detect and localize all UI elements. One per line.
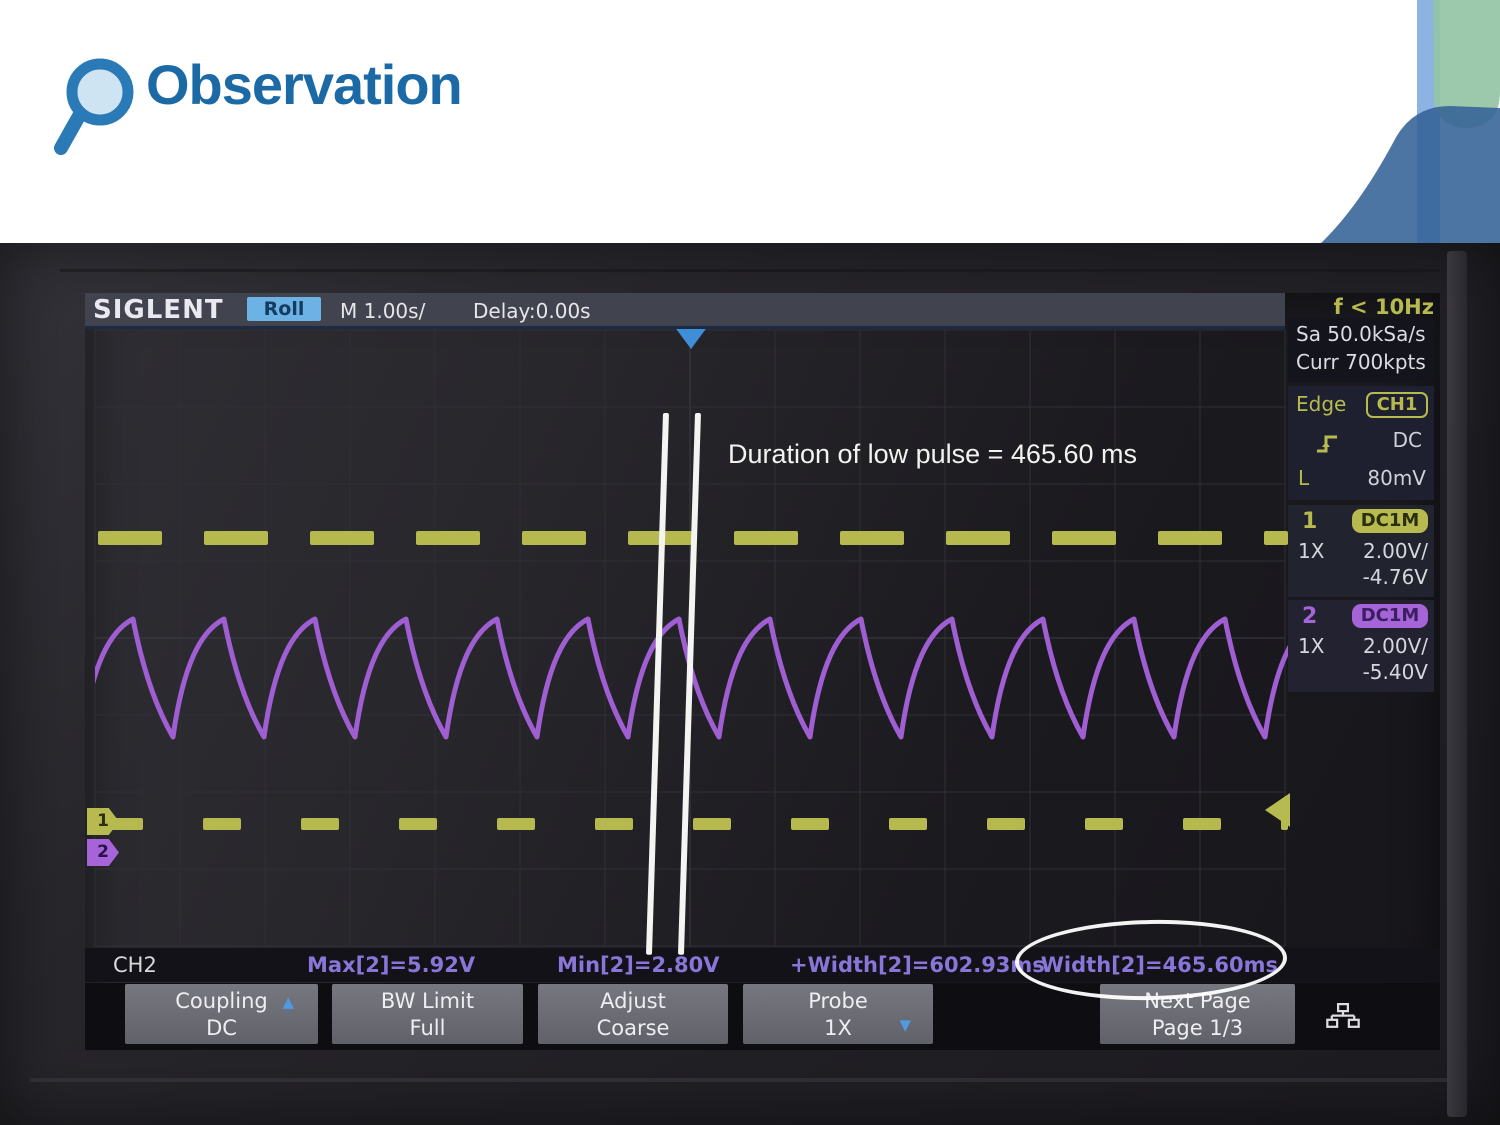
delay-value[interactable]: Delay:0.00s <box>473 299 591 323</box>
adjust-button[interactable]: Adjust Coarse <box>538 984 728 1044</box>
trigger-type: Edge <box>1296 392 1347 416</box>
corner-decoration <box>1320 0 1500 244</box>
coupling-value: DC <box>206 1016 237 1040</box>
channel-2-probe: 1X <box>1298 634 1325 658</box>
channel-1-offset: -4.76V <box>1362 565 1428 589</box>
next-page-value: Page 1/3 <box>1151 1016 1244 1040</box>
measurement-min: Min[2]=2.80V <box>557 953 720 977</box>
channel-2-id: 2 <box>1302 604 1318 629</box>
coupling-label: Coupling <box>175 989 268 1013</box>
coupling-button[interactable]: Coupling DC ▲ <box>125 984 318 1044</box>
bezel-edge <box>30 1078 1450 1082</box>
channel-2-scale: 2.00V/ <box>1363 634 1428 658</box>
channel-2-coupling-badge: DC1M <box>1352 604 1428 628</box>
rising-edge-icon <box>1317 435 1337 453</box>
bw-limit-value: Full <box>409 1016 446 1040</box>
magnifier-icon <box>54 58 134 155</box>
waveform-plot <box>94 329 1290 947</box>
adjust-value: Coarse <box>596 1016 670 1040</box>
trigger-level-label: L <box>1298 466 1310 490</box>
measurement-channel-label: CH2 <box>113 953 157 977</box>
lan-network-icon[interactable] <box>1325 1003 1361 1031</box>
measurement-pos-width: +Width[2]=602.93ms <box>790 953 1045 977</box>
bezel-ridge <box>60 269 1440 272</box>
down-arrow-icon: ▼ <box>899 1016 911 1034</box>
trigger-level-marker[interactable] <box>1265 793 1290 827</box>
channel-1-panel[interactable]: 1 DC1M 1X 2.00V/ -4.76V <box>1288 505 1434 597</box>
channel-1-scale: 2.00V/ <box>1363 539 1428 563</box>
trigger-source-badge: CH1 <box>1366 392 1428 418</box>
bezel-edge <box>1447 251 1467 1117</box>
status-bar: SIGLENT Roll M 1.00s/ Delay:0.00s <box>85 293 1285 329</box>
brand-logo: SIGLENT <box>93 295 224 325</box>
measurement-neg-width: -Width[2]=465.60ms <box>1033 953 1278 977</box>
adjust-label: Adjust <box>600 989 666 1013</box>
trigger-position-marker[interactable] <box>674 326 708 349</box>
next-page-label: Next Page <box>1144 989 1251 1013</box>
trigger-level-value: 80mV <box>1367 466 1426 490</box>
measurement-max: Max[2]=5.92V <box>307 953 476 977</box>
memory-depth: Curr 700kpts <box>1296 350 1426 374</box>
bw-limit-label: BW Limit <box>380 989 475 1013</box>
frequency-counter: f < 10Hz <box>1333 295 1434 319</box>
pulse-duration-annotation: Duration of low pulse = 465.60 ms <box>728 439 1137 469</box>
trigger-coupling: DC <box>1392 428 1422 452</box>
scope-screen: SIGLENT Roll M 1.00s/ Delay:0.00s f < 10… <box>85 293 1440 1050</box>
acquisition-mode-badge[interactable]: Roll <box>247 297 321 321</box>
timebase-value[interactable]: M 1.00s/ <box>340 299 426 323</box>
probe-button[interactable]: Probe 1X ▼ <box>743 984 933 1044</box>
acquisition-panel: Sa 50.0kSa/s Curr 700kpts <box>1288 318 1434 382</box>
bw-limit-button[interactable]: BW Limit Full <box>332 984 523 1044</box>
up-arrow-icon: ▲ <box>282 993 294 1011</box>
probe-label: Probe <box>808 989 868 1013</box>
channel-2-offset: -5.40V <box>1362 660 1428 684</box>
probe-value: 1X <box>824 1016 852 1040</box>
channel-2-panel[interactable]: 2 DC1M 1X 2.00V/ -5.40V <box>1288 600 1434 692</box>
channel-1-probe: 1X <box>1298 539 1325 563</box>
measurement-bar: CH2 Max[2]=5.92V Min[2]=2.80V +Width[2]=… <box>85 948 1440 982</box>
next-page-button[interactable]: Next Page Page 1/3 <box>1100 984 1295 1044</box>
channel-1-id: 1 <box>1302 509 1318 534</box>
sample-rate: Sa 50.0kSa/s <box>1296 322 1426 346</box>
channel-1-coupling-badge: DC1M <box>1352 509 1428 533</box>
softkey-menu: Coupling DC ▲ BW Limit Full Adjust Coars… <box>85 983 1440 1050</box>
page-title: Observation <box>146 53 463 116</box>
oscilloscope-photo: SIGLENT Roll M 1.00s/ Delay:0.00s f < 10… <box>0 243 1500 1125</box>
trigger-panel[interactable]: Edge CH1 DC L 80mV <box>1288 386 1434 500</box>
